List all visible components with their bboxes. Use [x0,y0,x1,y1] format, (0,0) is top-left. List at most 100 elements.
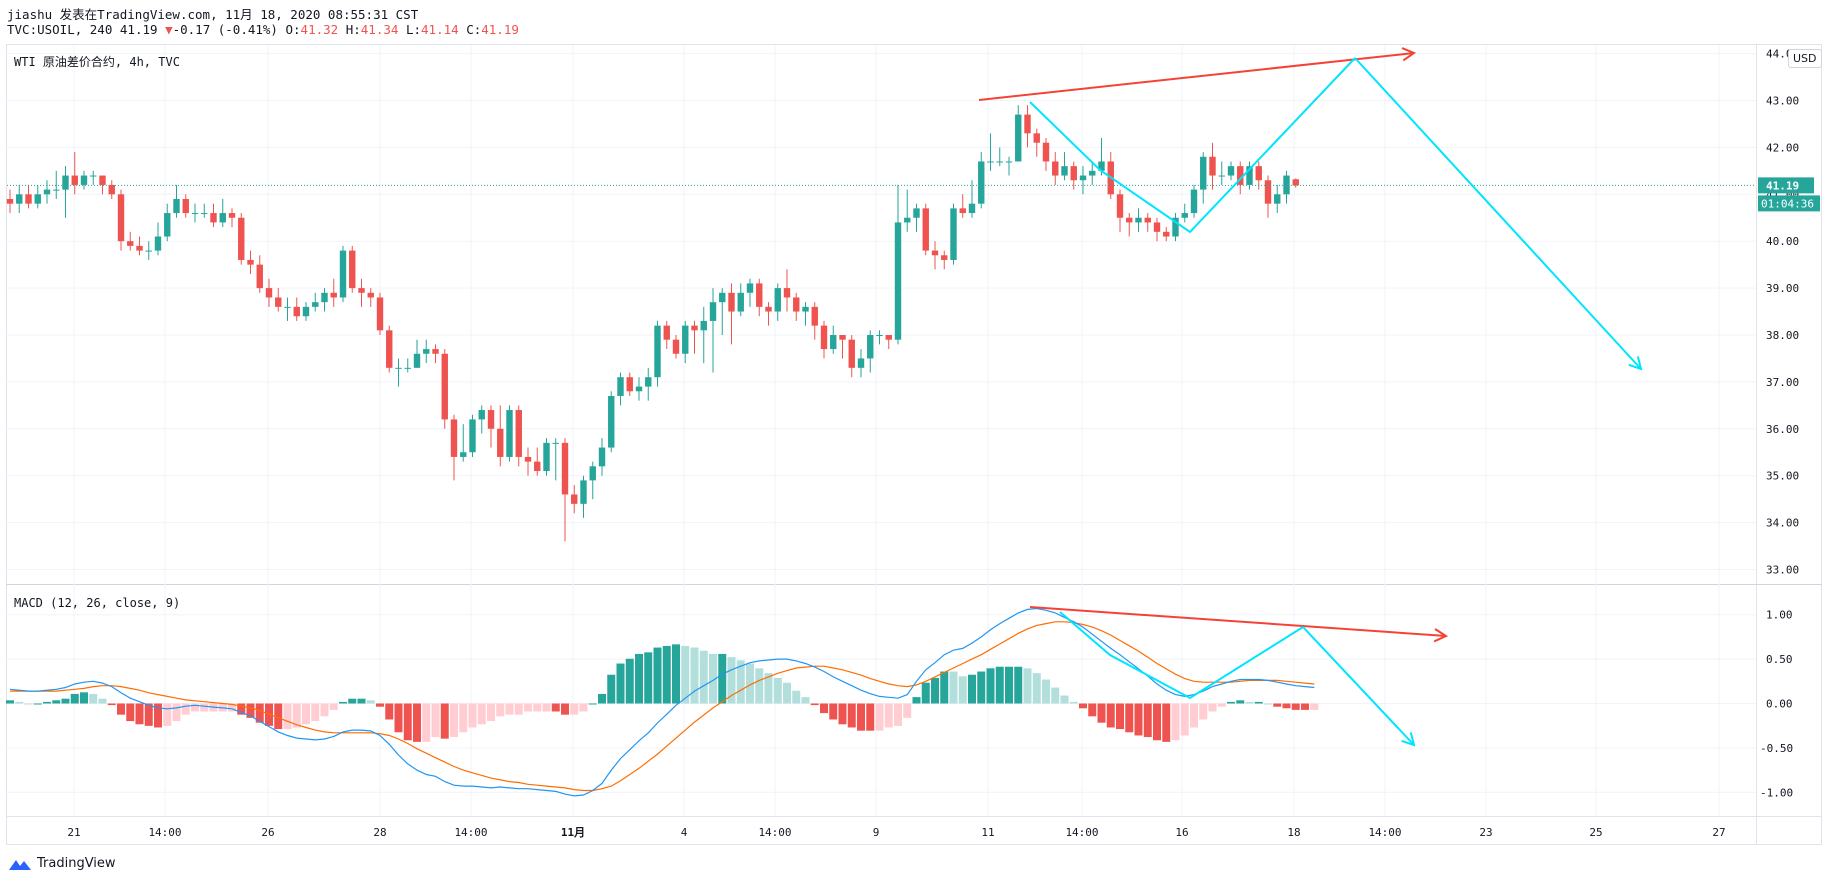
macd-hist-bar [1254,701,1263,704]
price-tick-label: 40.00 [1766,235,1799,248]
candle-body [1274,194,1281,204]
candle-body [931,250,939,256]
candle-body [182,198,189,214]
candle-body [1089,170,1096,176]
macd-hist-bar [1079,703,1087,709]
candle-body [164,213,171,237]
symbol-label: TVC:USOIL, 240 [7,22,113,37]
price-tick-label: 39.00 [1766,282,1799,295]
candle-body [275,297,282,307]
current-price-text: 41.19 [1766,179,1799,192]
macd-hist-bar [958,676,967,704]
macd-hist-bar [450,703,458,738]
macd-hist-bar [191,703,199,712]
candle-body [1005,161,1013,163]
time-tick-label: 11月 [561,826,585,839]
candle-body [191,213,199,215]
macd-hist-bar [598,693,606,704]
trend-drawings[interactable] [978,47,1643,747]
time-tick-label: 4 [681,826,688,839]
macd-hist-bar [607,674,616,704]
macd-pane-label[interactable]: MACD (12, 26, close, 9) [14,596,181,610]
candle-body [1172,217,1179,237]
macd-hist-bar [625,658,634,704]
macd-wave-path [1059,611,1304,700]
macd-tick-label: 0.00 [1766,698,1793,711]
candle-body [219,213,226,223]
candle-body [1079,175,1087,181]
macd-hist-bar [1282,703,1291,709]
macd-lines[interactable] [9,607,1315,797]
macd-hist-bar [616,663,625,704]
candle-body [117,194,125,242]
candle-body [136,245,143,251]
macd-hist-bar [903,703,912,718]
candle-body [654,325,661,378]
macd-hist-bar [921,682,930,704]
candle-body [423,349,430,354]
price-tick-label: 37.00 [1766,376,1799,389]
macd-hist-bar [339,701,347,704]
price-tick-label: 36.00 [1766,423,1799,436]
macd-hist-bar [1014,666,1023,704]
macd-hist-bar [709,653,717,704]
macd-hist-bar [154,703,162,728]
candle-body [959,208,966,214]
candle-body [1181,213,1188,218]
macd-hist-bar [1106,703,1115,728]
candle-body [1163,231,1170,237]
macd-hist-bar [727,657,736,704]
candle-body [719,292,726,303]
candle-body [386,330,393,368]
time-tick-label: 11 [981,826,994,839]
macd-hist-bar [246,703,255,718]
candle-body [450,419,458,457]
macd-hist-bar [829,703,838,720]
candle-body [867,335,874,359]
candle-body [709,302,717,321]
candle-body [589,466,596,481]
macd-hist-bar [422,703,431,742]
tradingview-brand[interactable]: TradingView [8,856,116,871]
grid [7,45,1756,816]
candle-body [358,288,365,293]
currency-badge[interactable]: USD [1788,49,1822,68]
candle-body [478,410,485,420]
candlestick-series[interactable] [6,105,1756,542]
candle-body [571,494,578,504]
macd-hist-bar [107,703,116,706]
macd-hist-bar [1171,703,1180,741]
candle-body [608,395,615,448]
macd-tick-label: 1.00 [1766,609,1793,622]
macd-hist-bar [440,703,449,739]
macd-hist-bar [1273,703,1282,707]
macd-hist-bar [1208,703,1217,712]
candle-body [1237,166,1244,185]
macd-hist-bar [764,673,773,704]
candle-body [793,297,800,312]
candle-body [1190,189,1198,214]
macd-hist-bar [366,700,375,704]
close-value: 41.19 [481,22,519,37]
main-pane-label[interactable]: WTI 原油差价合约, 4h, TVC [14,55,180,69]
price-tick-label: 35.00 [1766,470,1799,483]
resistance-trend-arrow [978,52,1415,101]
candle-body [330,292,337,298]
macd-hist-bar [681,645,690,704]
candle-body [1033,133,1040,143]
candle-body [1283,175,1290,195]
candle-body [1126,217,1133,223]
macd-hist-bar [736,660,745,704]
macd-hist-bar [348,698,357,704]
time-tick-label: 26 [261,826,274,839]
macd-hist-bar [875,703,884,731]
macd-hist-bar [61,698,70,704]
candle-body [1061,166,1068,176]
macd-hist-bar [70,693,79,704]
macd-hist-bar [1227,701,1235,704]
time-tick-label: 14:00 [1065,826,1098,839]
candle-body [774,288,781,312]
macd-hist-bar [986,668,995,704]
candle-body [783,288,791,298]
